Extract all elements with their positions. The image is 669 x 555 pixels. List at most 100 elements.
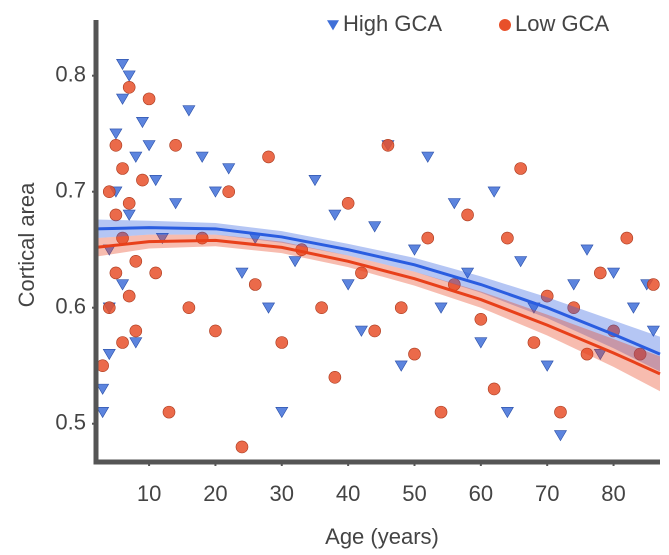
point <box>162 405 176 419</box>
point <box>421 231 435 245</box>
point <box>222 163 236 175</box>
y-tick-label: 0.8 <box>55 61 86 86</box>
fit-line <box>95 238 661 376</box>
point <box>222 185 236 198</box>
point <box>540 360 554 372</box>
point <box>580 244 594 256</box>
axis-line <box>93 20 660 465</box>
point <box>116 93 130 105</box>
confidence-band <box>96 234 660 392</box>
point <box>474 313 488 326</box>
point <box>142 92 156 106</box>
point <box>116 58 130 71</box>
point <box>109 128 123 140</box>
point <box>461 208 474 222</box>
point <box>368 324 381 338</box>
point <box>149 266 163 280</box>
point <box>169 138 182 152</box>
point <box>182 301 196 315</box>
point <box>567 279 581 291</box>
point <box>408 347 421 361</box>
legend-label: High GCA <box>343 11 442 36</box>
point <box>275 336 289 349</box>
x-tick-label: 10 <box>137 481 161 506</box>
point <box>208 186 222 198</box>
point <box>381 138 395 152</box>
x-tick-label: 20 <box>203 481 227 506</box>
point <box>149 174 163 187</box>
point <box>633 347 647 361</box>
point <box>355 266 368 280</box>
point <box>109 266 123 280</box>
point <box>288 256 302 268</box>
point <box>129 151 143 163</box>
point <box>394 360 408 372</box>
point <box>136 173 149 187</box>
legend-marker <box>327 20 339 31</box>
point <box>567 301 581 315</box>
point <box>434 405 448 419</box>
point <box>474 337 488 349</box>
x-tick-label: 30 <box>270 481 294 506</box>
point <box>102 301 116 315</box>
point <box>308 174 322 187</box>
point <box>96 383 110 395</box>
legend-label: Low GCA <box>515 11 609 36</box>
point <box>501 231 514 245</box>
y-axis-label: Cortical area <box>14 182 39 307</box>
point <box>487 382 501 396</box>
point <box>514 162 527 175</box>
point <box>96 407 110 419</box>
point <box>500 407 514 419</box>
fit-line <box>95 226 661 356</box>
point <box>116 336 129 349</box>
point <box>626 302 640 314</box>
point <box>554 405 567 419</box>
point <box>169 198 183 210</box>
point <box>182 105 196 117</box>
point <box>122 80 136 94</box>
point <box>593 349 607 361</box>
point <box>248 278 262 291</box>
point <box>122 70 136 82</box>
point <box>235 267 249 279</box>
point <box>275 407 289 419</box>
point <box>553 430 567 442</box>
point <box>341 196 355 210</box>
point <box>646 325 660 337</box>
point <box>142 140 156 152</box>
point <box>102 349 116 361</box>
point <box>447 198 461 210</box>
point <box>580 347 594 361</box>
point <box>129 337 143 349</box>
x-tick-label: 80 <box>601 481 625 506</box>
point <box>407 244 422 256</box>
point <box>527 336 541 349</box>
point <box>647 278 660 291</box>
point <box>434 302 448 314</box>
y-tick-label: 0.5 <box>55 410 86 435</box>
point <box>129 255 143 268</box>
y-tick-label: 0.6 <box>55 294 86 319</box>
point <box>514 256 528 268</box>
point <box>620 231 634 245</box>
point <box>129 324 143 338</box>
point <box>116 279 130 291</box>
x-axis-label: Age (years) <box>325 524 439 549</box>
point <box>341 279 355 291</box>
point <box>122 196 136 210</box>
point <box>235 440 249 454</box>
point <box>155 232 169 245</box>
point <box>607 267 621 279</box>
x-tick-label: 60 <box>469 481 493 506</box>
legend-marker <box>499 19 511 31</box>
point <box>328 209 342 221</box>
point <box>262 150 275 164</box>
point <box>195 151 209 163</box>
x-tick-label: 70 <box>535 481 559 506</box>
point <box>461 267 475 279</box>
point <box>102 185 116 198</box>
point <box>354 325 368 337</box>
point <box>368 221 382 233</box>
